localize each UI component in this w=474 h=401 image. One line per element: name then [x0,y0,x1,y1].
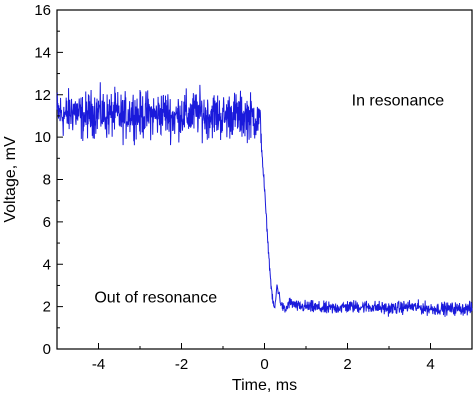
x-tick-label: -4 [92,356,105,373]
y-tick-label: 2 [43,299,51,316]
annotation-in-resonance: In resonance [352,92,445,109]
x-axis-label: Time, ms [232,377,297,394]
y-tick-label: 4 [43,256,51,273]
series-line-voltage [56,82,473,317]
x-tick-label: 2 [343,356,351,373]
y-tick-label: 14 [34,44,51,61]
y-tick-label: 8 [43,172,51,189]
y-tick-label: 10 [34,129,51,146]
x-tick-label: -2 [175,356,188,373]
y-axis-label: Voltage, mV [2,136,19,223]
y-tick-label: 16 [34,2,51,19]
y-tick-label: 12 [34,87,51,104]
x-axis-ticks: -4 -2 0 2 4 [56,343,473,373]
y-tick-label: 0 [43,341,51,358]
x-tick-label: 0 [260,356,268,373]
y-axis-ticks: 0 2 4 6 8 10 12 14 16 [34,2,63,358]
y-tick-label: 6 [43,214,51,231]
annotation-out-of-resonance: Out of resonance [94,289,217,306]
x-tick-label: 4 [426,356,434,373]
